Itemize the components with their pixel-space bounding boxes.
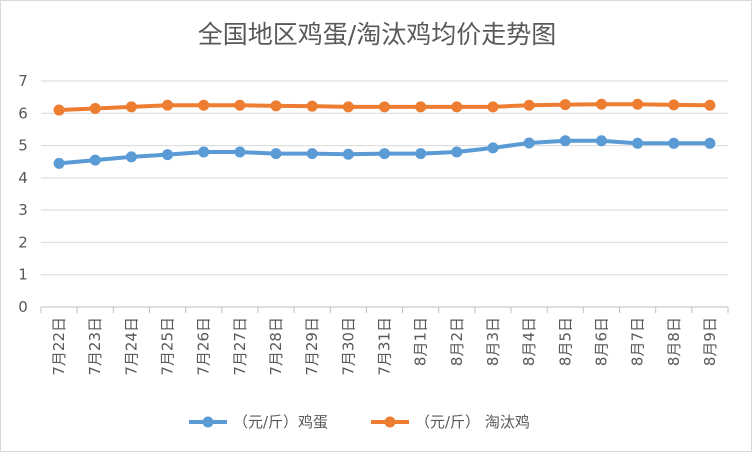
data-point bbox=[270, 148, 282, 160]
data-point bbox=[198, 99, 210, 111]
axes: 0 1 2 3 4 5 6 7 7月22日 7月23日 7月24日 7月25日 7月26日 7月27日 7月… bbox=[18, 72, 729, 376]
data-point bbox=[53, 104, 65, 116]
y-tick-label: 6 bbox=[18, 104, 28, 122]
x-tick-label: 8月7日 bbox=[629, 317, 647, 366]
x-tick-label: 8月1日 bbox=[412, 317, 430, 366]
gridlines bbox=[41, 80, 728, 276]
x-tick-label: 7月29日 bbox=[303, 317, 321, 376]
legend-marker-1 bbox=[384, 416, 396, 428]
data-point bbox=[523, 99, 535, 111]
data-point bbox=[559, 135, 571, 147]
x-tick-label: 8月4日 bbox=[520, 317, 538, 366]
data-point bbox=[668, 137, 680, 149]
data-point bbox=[704, 137, 716, 149]
y-tick-label: 1 bbox=[18, 266, 28, 284]
data-point bbox=[451, 101, 463, 113]
data-point bbox=[162, 149, 174, 161]
data-point bbox=[559, 99, 571, 111]
x-tick-label: 8月5日 bbox=[556, 317, 574, 366]
x-tick-label: 7月25日 bbox=[159, 317, 177, 376]
x-tick-label: 7月24日 bbox=[122, 317, 140, 376]
y-tick-label: 5 bbox=[18, 137, 28, 155]
data-point bbox=[198, 146, 210, 158]
legend-marker-0 bbox=[202, 416, 214, 428]
data-point bbox=[234, 146, 246, 158]
x-tick-label: 8月3日 bbox=[484, 317, 502, 366]
x-tick-label: 7月23日 bbox=[86, 317, 104, 376]
legend-label-1: （元/斤） 淘汰鸡 bbox=[415, 413, 530, 431]
x-tick-label: 7月22日 bbox=[50, 317, 68, 376]
data-point bbox=[306, 100, 318, 112]
data-point bbox=[668, 99, 680, 111]
x-tick-label: 7月31日 bbox=[376, 317, 394, 376]
data-point bbox=[704, 99, 716, 111]
x-tick-label: 7月30日 bbox=[339, 317, 357, 376]
data-point bbox=[415, 101, 427, 113]
data-point bbox=[342, 148, 354, 160]
data-point bbox=[125, 101, 137, 113]
y-tick-label: 2 bbox=[18, 233, 28, 251]
data-point bbox=[487, 142, 499, 154]
x-tick-label: 7月28日 bbox=[267, 317, 285, 376]
legend-label-0: （元/斤）鸡蛋 bbox=[233, 413, 328, 431]
data-point bbox=[523, 137, 535, 149]
legend: （元/斤）鸡蛋 （元/斤） 淘汰鸡 bbox=[189, 413, 530, 431]
data-point bbox=[487, 101, 499, 113]
y-tick-label: 3 bbox=[18, 201, 28, 219]
data-point bbox=[270, 100, 282, 112]
data-point bbox=[379, 101, 390, 113]
x-tick-label: 8月8日 bbox=[665, 317, 683, 366]
data-point bbox=[595, 135, 607, 147]
data-point bbox=[89, 102, 101, 114]
x-tick-label: 8月2日 bbox=[448, 317, 466, 366]
data-point bbox=[162, 99, 174, 111]
data-point bbox=[234, 99, 246, 111]
data-point bbox=[595, 98, 607, 110]
x-tick-label: 8月6日 bbox=[592, 317, 610, 366]
data-point bbox=[632, 137, 644, 149]
data-point bbox=[125, 151, 137, 163]
data-point bbox=[306, 148, 318, 160]
chart-title: 全国地区鸡蛋/淘汰鸡均价走势图 bbox=[198, 20, 556, 49]
x-tick-label: 7月26日 bbox=[195, 317, 213, 376]
series-layer bbox=[53, 98, 716, 169]
data-point bbox=[89, 154, 101, 166]
y-tick-label: 4 bbox=[18, 169, 28, 187]
data-point bbox=[632, 98, 644, 110]
x-tick-label: 7月27日 bbox=[231, 317, 249, 376]
data-point bbox=[53, 157, 65, 169]
x-tick-label: 8月9日 bbox=[701, 317, 719, 366]
data-point bbox=[342, 101, 354, 113]
data-point bbox=[451, 146, 463, 158]
y-tick-label: 7 bbox=[18, 72, 28, 90]
data-point bbox=[415, 148, 427, 160]
y-tick-label: 0 bbox=[18, 298, 28, 316]
data-point bbox=[379, 148, 390, 160]
